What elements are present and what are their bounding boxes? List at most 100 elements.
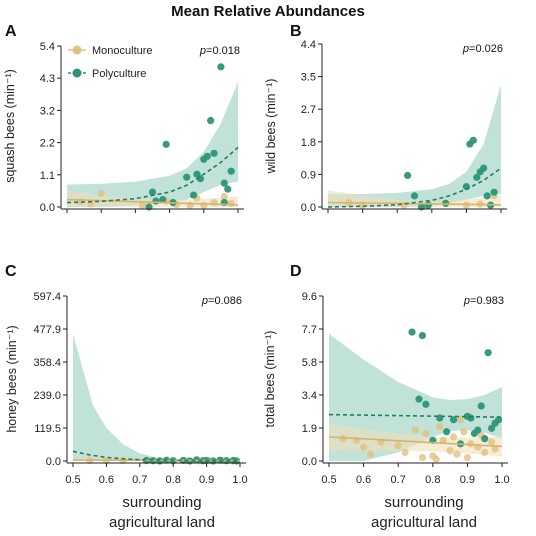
point-polyculture bbox=[162, 140, 170, 148]
point-monoculture bbox=[446, 447, 454, 455]
point-monoculture bbox=[394, 441, 402, 450]
x-tick-label: 0.6 bbox=[356, 474, 371, 486]
point-monoculture bbox=[460, 428, 468, 436]
point-polyculture bbox=[477, 402, 485, 410]
point-polyculture bbox=[490, 188, 498, 196]
point-monoculture bbox=[481, 448, 489, 457]
y-tick-label: 1.9 bbox=[302, 423, 317, 435]
point-polyculture bbox=[403, 171, 412, 180]
point-polyculture bbox=[183, 173, 191, 181]
point-polyculture bbox=[152, 197, 160, 205]
p-value-a: p=0.018 bbox=[199, 45, 240, 57]
point-monoculture bbox=[366, 450, 375, 458]
panel-letter-b: B bbox=[290, 23, 302, 40]
y-axis-title-b: wild bees (min⁻¹) bbox=[264, 79, 278, 175]
y-tick-label: 239.0 bbox=[33, 390, 61, 402]
y-tick-label: 2.2 bbox=[40, 138, 55, 150]
x-tick-label: 0.7 bbox=[391, 474, 406, 486]
x-tick-label: 1.0 bbox=[232, 474, 247, 486]
y-tick-label: 3.2 bbox=[40, 105, 55, 117]
x-tick-label: 1.0 bbox=[494, 474, 509, 486]
y-tick-label: 477.9 bbox=[33, 324, 61, 336]
fit-line-polyculture bbox=[66, 146, 239, 204]
y-tick-label: 9.6 bbox=[302, 291, 317, 303]
legend-monoculture-label: Monoculture bbox=[92, 45, 153, 57]
point-polyculture bbox=[469, 136, 477, 144]
y-axis-title-d: total bees (min⁻¹) bbox=[263, 331, 277, 428]
point-polyculture bbox=[217, 63, 225, 71]
p-value-d: p=0.983 bbox=[463, 295, 504, 307]
confidence-band-polyculture bbox=[328, 84, 501, 207]
point-monoculture bbox=[439, 436, 447, 444]
y-tick-label: 4.3 bbox=[40, 73, 55, 85]
legend-polyculture-label: Polyculture bbox=[92, 68, 146, 80]
point-monoculture bbox=[97, 189, 105, 198]
point-monoculture bbox=[227, 199, 235, 208]
point-monoculture bbox=[360, 443, 368, 451]
y-tick-label: 3.5 bbox=[301, 72, 316, 84]
y-tick-label: 0.0 bbox=[302, 456, 317, 468]
point-monoculture bbox=[401, 448, 409, 457]
point-monoculture bbox=[400, 201, 408, 209]
point-polyculture bbox=[443, 428, 451, 436]
y-tick-label: 0.9 bbox=[301, 169, 316, 181]
fit-line-monoculture bbox=[328, 436, 503, 448]
panel-letter-c: C bbox=[5, 263, 17, 280]
y-tick-label: 1.8 bbox=[301, 137, 316, 149]
legend: Monoculture Polyculture bbox=[68, 45, 153, 80]
y-tick-label: 0.0 bbox=[46, 456, 61, 468]
point-monoculture bbox=[491, 445, 499, 453]
y-tick-label: 358.4 bbox=[33, 357, 61, 369]
point-polyculture bbox=[484, 349, 492, 357]
x-tick-label: 0.8 bbox=[166, 474, 181, 486]
point-monoculture bbox=[449, 433, 458, 441]
fit-line-polyculture bbox=[328, 413, 503, 418]
point-polyculture bbox=[474, 426, 482, 434]
point-monoculture bbox=[456, 416, 465, 424]
y-tick-label: 5.4 bbox=[40, 41, 55, 53]
y-tick-label: 0.0 bbox=[40, 202, 55, 214]
point-polyculture bbox=[483, 192, 491, 200]
y-tick-label: 0.0 bbox=[301, 202, 316, 214]
y-tick-label: 597.4 bbox=[33, 291, 61, 303]
point-polyculture bbox=[494, 416, 503, 424]
point-monoculture bbox=[488, 438, 496, 446]
confidence-band-polyculture bbox=[73, 333, 240, 461]
point-polyculture bbox=[148, 188, 157, 196]
x-tick-label: 0.9 bbox=[199, 474, 214, 486]
point-polyculture bbox=[473, 173, 481, 181]
x-tick-label: 0.7 bbox=[132, 474, 147, 486]
point-monoculture bbox=[138, 201, 146, 210]
point-polyculture bbox=[203, 152, 211, 160]
y-axis-title-a: squash bees (min⁻¹) bbox=[3, 69, 17, 183]
confidence-band-monoculture bbox=[329, 423, 502, 457]
point-polyculture bbox=[488, 424, 496, 432]
point-polyculture bbox=[415, 395, 423, 403]
point-polyculture bbox=[408, 328, 416, 336]
y-tick-label: 4.4 bbox=[301, 39, 316, 51]
point-monoculture bbox=[418, 453, 427, 462]
x-axis-title-left-line1: surrounding bbox=[122, 494, 201, 511]
point-monoculture bbox=[462, 201, 470, 209]
panel-letter-a: A bbox=[5, 23, 17, 40]
point-monoculture bbox=[339, 435, 347, 443]
point-polyculture bbox=[418, 331, 427, 340]
fit-line-monoculture bbox=[66, 198, 239, 206]
confidence-band-polyculture bbox=[67, 81, 238, 207]
point-polyculture bbox=[422, 400, 430, 408]
x-axis-title-left-line2: agricultural land bbox=[109, 514, 215, 531]
point-monoculture bbox=[411, 426, 420, 434]
y-tick-label: 119.5 bbox=[34, 423, 61, 435]
x-tick-label: 0.5 bbox=[65, 474, 80, 486]
x-tick-label: 0.6 bbox=[99, 474, 114, 486]
y-tick-label: 1.1 bbox=[40, 170, 55, 182]
point-monoculture bbox=[436, 423, 444, 431]
x-tick-label: 0.5 bbox=[321, 474, 336, 486]
point-polyculture bbox=[145, 203, 153, 211]
p-value-c: p=0.086 bbox=[201, 295, 242, 307]
x-tick-label: 0.8 bbox=[425, 474, 440, 486]
